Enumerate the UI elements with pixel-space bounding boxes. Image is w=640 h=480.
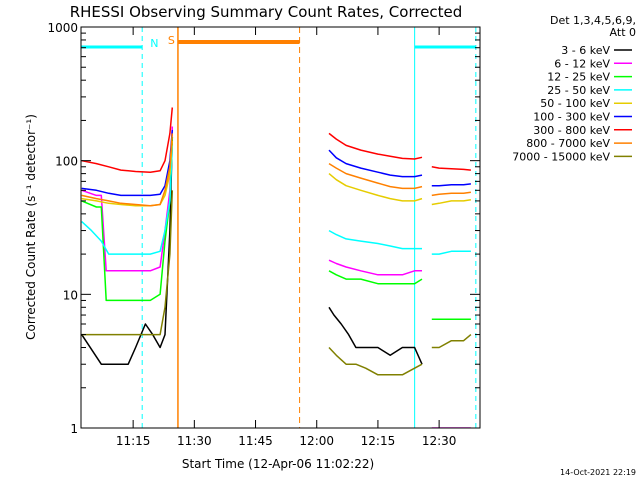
series-0-segment-1	[328, 306, 423, 365]
y-tick-label-1: 10	[63, 288, 78, 302]
series-2-segment-0	[81, 137, 174, 302]
series-2-segment-1	[328, 270, 423, 285]
series-4-segment-2	[431, 199, 472, 206]
series-3-segment-0	[81, 145, 174, 255]
series-7-segment-0	[81, 133, 174, 207]
x-tick-label-3: 12:00	[299, 434, 334, 448]
x-tick-label-2: 11:45	[238, 434, 273, 448]
series-8-segment-0	[81, 190, 174, 336]
series-lines	[81, 107, 472, 428]
series-5-segment-1	[328, 149, 423, 178]
x-tick-label-1: 11:30	[177, 434, 212, 448]
y-axis-label: Corrected Count Rate (s⁻¹ detector⁻¹)	[24, 114, 38, 340]
legend-entry-label-7: 800 - 7000 keV	[526, 137, 610, 150]
saa-flag-label-0: S	[168, 34, 175, 47]
series-0-segment-0	[81, 137, 174, 365]
legend-entry-label-8: 7000 - 15000 keV	[512, 150, 610, 163]
series-5-segment-2	[431, 183, 471, 187]
series-6-segment-1	[328, 132, 423, 160]
x-tick-label-4: 12:15	[361, 434, 396, 448]
series-8-segment-1	[328, 346, 423, 376]
x-tick-label-0: 11:15	[116, 434, 151, 448]
series-4-segment-1	[328, 173, 423, 202]
legend-entry-label-0: 3 - 6 keV	[561, 44, 610, 57]
y-tick-label-3: 1000	[47, 21, 78, 35]
x-tick-label-5: 12:30	[422, 434, 457, 448]
legend-header-1: Att 0	[610, 26, 636, 39]
series-6-segment-2	[431, 166, 471, 171]
y-axis: 1 10 100 1000	[47, 21, 480, 436]
legend-entry-label-6: 300 - 800 keV	[533, 124, 610, 137]
series-7-segment-1	[328, 162, 423, 190]
series-6-segment-0	[81, 107, 174, 173]
footer-timestamp: 14-Oct-2021 22:19	[560, 468, 636, 477]
legend-entry-label-2: 12 - 25 keV	[547, 71, 610, 84]
series-8-segment-2	[431, 334, 472, 349]
series-1-segment-1	[328, 259, 422, 276]
legend-entry-label-3: 25 - 50 keV	[547, 84, 610, 97]
legend-entry-label-5: 100 - 300 keV	[533, 111, 610, 124]
y-tick-label-2: 100	[55, 155, 78, 169]
legend-entry-label-4: 50 - 100 keV	[540, 97, 610, 110]
legend-header-0: Det 1,3,4,5,6,9,	[550, 14, 636, 27]
legend-entry-label-1: 6 - 12 keV	[554, 57, 610, 70]
x-axis: 11:15 11:30 11:45 12:00 12:15 12:30	[116, 27, 457, 448]
series-5-segment-0	[81, 129, 174, 197]
series-3-segment-2	[431, 250, 471, 255]
x-axis-label: Start Time (12-Apr-06 11:02:22)	[182, 457, 374, 471]
chart-title: RHESSI Observing Summary Count Rates, Co…	[70, 3, 463, 21]
y-tick-label-0: 1	[70, 422, 78, 436]
series-7-segment-2	[431, 191, 472, 197]
night-flag-label-0: N	[150, 37, 158, 50]
series-3-segment-1	[328, 229, 422, 250]
plot-frame	[80, 26, 481, 429]
